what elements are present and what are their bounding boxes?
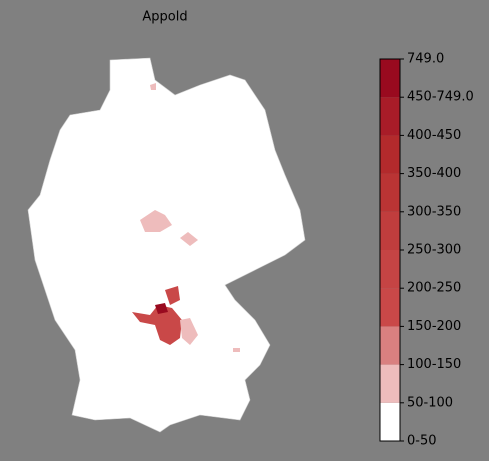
colorbar-segment [380,97,400,136]
colorbar-segment [380,173,400,212]
region [165,286,180,305]
colorbar-label: 450-749.0 [407,90,474,105]
colorbar-segment [380,211,400,250]
region [150,83,156,90]
region [155,303,168,314]
colorbar-label: 400-450 [407,128,461,143]
colorbar-segment [380,288,400,327]
colorbar-label: 749.0 [407,52,444,67]
colorbar-label: 200-250 [407,281,461,296]
region [180,318,198,345]
colorbar-label: 0-50 [407,434,437,449]
country-outline [27,57,306,433]
colorbar: 0-50 50-100 100-150 150-200 200-250 250-300 30… [379,52,474,449]
region [140,210,172,232]
colorbar-label: 350-400 [407,166,461,181]
colorbar-segment [380,59,400,98]
colorbar-label: 50-100 [407,395,453,410]
colorbar-label: 150-200 [407,319,461,334]
region [132,305,182,345]
map-title: Appold [142,10,187,25]
region [233,348,240,352]
germany-map [27,57,306,433]
colorbar-segment [380,402,400,441]
colorbar-label: 250-300 [407,243,461,258]
colorbar-segment [380,250,400,289]
colorbar-label: 300-350 [407,204,461,219]
colorbar-segment [380,364,400,403]
colorbar-segment [380,135,400,174]
colorbar-segment [380,326,400,365]
region [180,232,198,246]
colorbar-label: 100-150 [407,357,461,372]
